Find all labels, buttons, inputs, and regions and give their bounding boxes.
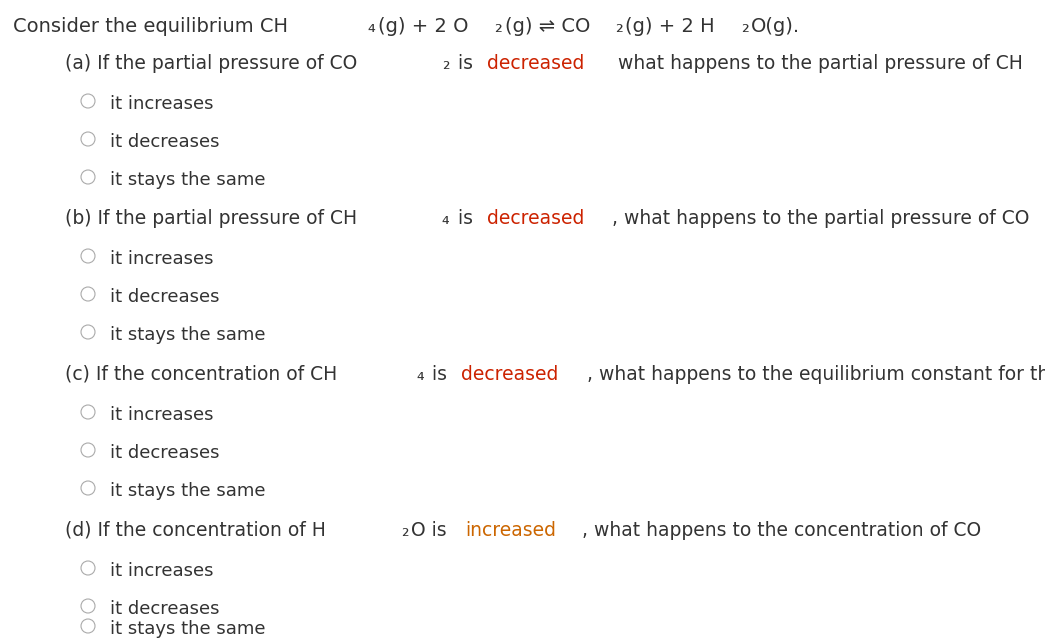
Text: (d) If the concentration of H: (d) If the concentration of H <box>65 521 326 540</box>
Text: , what happens to the equilibrium constant for the reaction?: , what happens to the equilibrium consta… <box>586 365 1045 384</box>
Text: it decreases: it decreases <box>110 444 219 462</box>
Text: decreased: decreased <box>487 54 584 73</box>
Text: (g) + 2 H: (g) + 2 H <box>625 17 715 36</box>
Text: ₂: ₂ <box>442 54 449 73</box>
Text: it stays the same: it stays the same <box>110 326 265 344</box>
Text: it increases: it increases <box>110 250 213 268</box>
Text: , what happens to the concentration of CO: , what happens to the concentration of C… <box>582 521 981 540</box>
Text: ₂: ₂ <box>401 521 409 540</box>
Text: it stays the same: it stays the same <box>110 171 265 189</box>
Text: it stays the same: it stays the same <box>110 620 265 638</box>
Text: is: is <box>426 365 454 384</box>
Text: , what happens to the partial pressure of CO: , what happens to the partial pressure o… <box>612 209 1029 228</box>
Text: it increases: it increases <box>110 562 213 580</box>
Text: (c) If the concentration of CH: (c) If the concentration of CH <box>65 365 338 384</box>
Text: O is: O is <box>412 521 452 540</box>
Text: it decreases: it decreases <box>110 288 219 306</box>
Text: ₂: ₂ <box>741 17 748 36</box>
Text: ₄: ₄ <box>442 209 449 228</box>
Text: Consider the equilibrium CH: Consider the equilibrium CH <box>13 17 288 36</box>
Text: it increases: it increases <box>110 406 213 424</box>
Text: it increases: it increases <box>110 95 213 113</box>
Text: what happens to the partial pressure of CH: what happens to the partial pressure of … <box>612 54 1023 73</box>
Text: (g) + 2 O: (g) + 2 O <box>378 17 468 36</box>
Text: (b) If the partial pressure of CH: (b) If the partial pressure of CH <box>65 209 357 228</box>
Text: (g) ⇌ CO: (g) ⇌ CO <box>505 17 590 36</box>
Text: ₄: ₄ <box>416 365 424 384</box>
Text: it stays the same: it stays the same <box>110 482 265 500</box>
Text: decreased: decreased <box>487 209 584 228</box>
Text: increased: increased <box>465 521 556 540</box>
Text: ₄: ₄ <box>368 17 375 36</box>
Text: it decreases: it decreases <box>110 600 219 618</box>
Text: ₂: ₂ <box>614 17 623 36</box>
Text: it decreases: it decreases <box>110 133 219 151</box>
Text: is: is <box>451 54 479 73</box>
Text: (a) If the partial pressure of CO: (a) If the partial pressure of CO <box>65 54 357 73</box>
Text: decreased: decreased <box>461 365 558 384</box>
Text: is: is <box>451 209 479 228</box>
Text: ₂: ₂ <box>494 17 503 36</box>
Text: O(g).: O(g). <box>751 17 800 36</box>
